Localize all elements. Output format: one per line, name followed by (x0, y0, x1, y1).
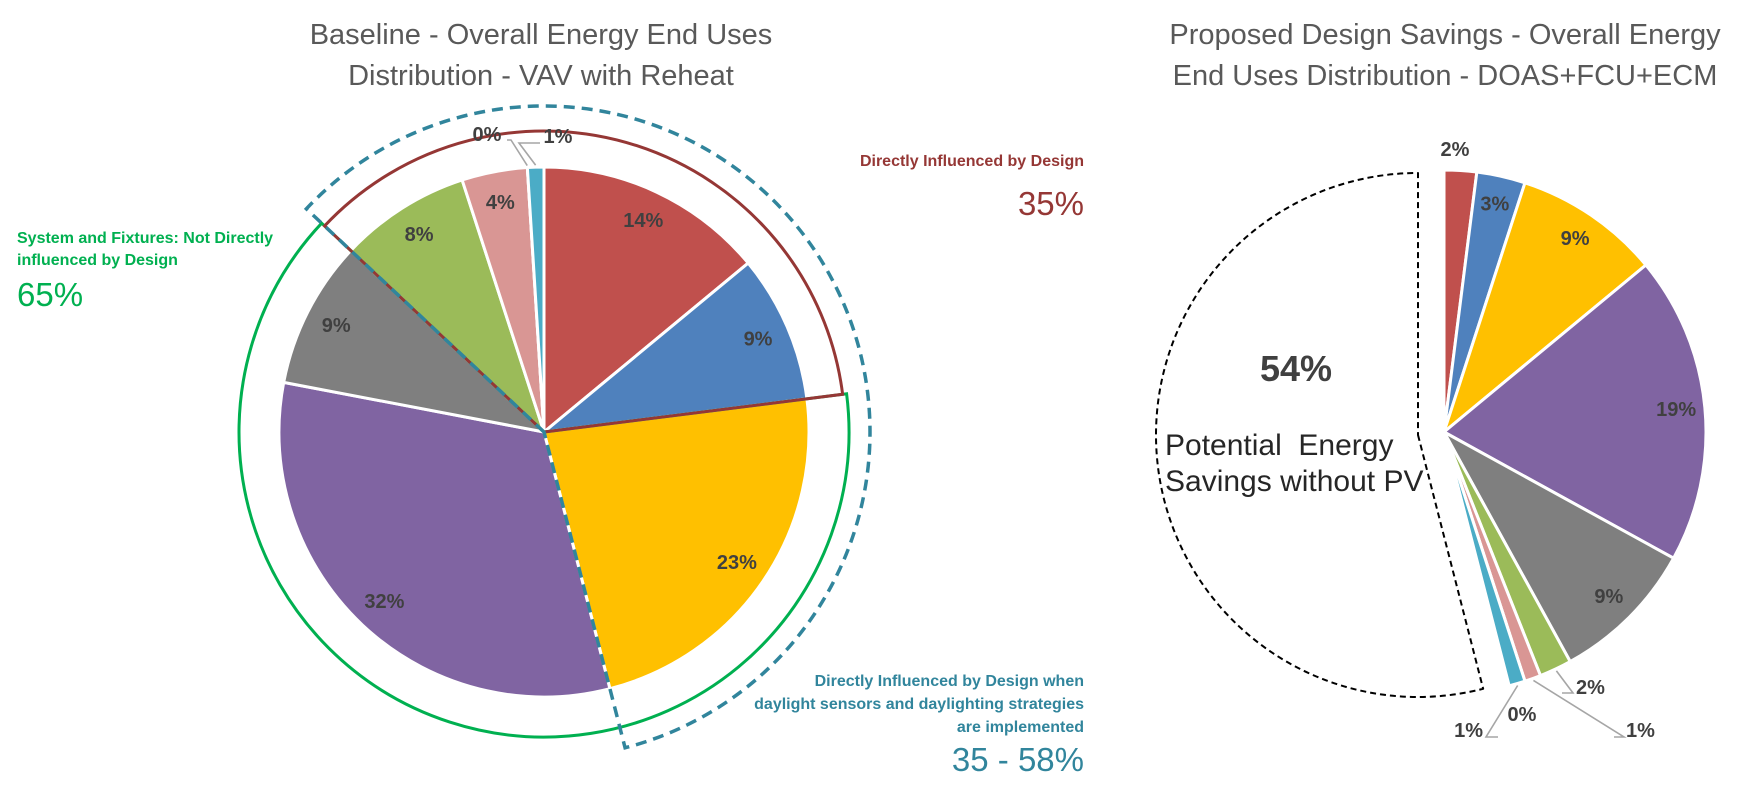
annotation-text: daylight sensors and daylighting strateg… (754, 696, 1084, 713)
annotation-text: are implemented (957, 719, 1084, 736)
data-label: 9% (1594, 586, 1623, 608)
data-label: 0% (473, 124, 502, 146)
data-label: 2% (1441, 139, 1470, 161)
data-label: 9% (1561, 228, 1590, 250)
data-label: 19% (1656, 399, 1696, 421)
annotation-value: 35 - 58% (952, 741, 1084, 778)
outline-daylighting (303, 104, 872, 750)
leader-line (1555, 670, 1575, 694)
outline-directly-influenced (322, 129, 845, 434)
pie-slice (349, 178, 546, 434)
annotation-text: System and Fixtures: Not Directly (17, 230, 273, 247)
leader-line (1484, 685, 1519, 738)
pie-slice (277, 380, 612, 699)
annotation-text: Directly Influenced by Design when (815, 673, 1084, 690)
data-label: 9% (744, 328, 773, 350)
data-label: 23% (717, 552, 757, 574)
annotation-daylighting: Directly Influenced by Design when dayli… (754, 673, 1084, 778)
annotation-text: influenced by Design (17, 252, 178, 269)
pie-slice (1442, 430, 1676, 664)
proposed-savings-pie-chart: Proposed Design Savings - Overall Energy… (1155, 19, 1721, 742)
outline-not-directly-influenced (237, 221, 851, 739)
leader-line (507, 139, 528, 166)
pie-slice-savings (1155, 172, 1485, 698)
data-label: 9% (322, 315, 351, 337)
data-labels: 14% 9% 23% 32% 9% 8% 4% 0% 1% (322, 124, 773, 613)
pie-slice (542, 165, 750, 434)
savings-percent: 54% (1260, 348, 1332, 389)
pie-slice (1442, 181, 1648, 434)
chart-title-line-1: Baseline - Overall Energy End Uses (310, 19, 773, 51)
pie-slice (1442, 430, 1527, 688)
leader-line (1533, 679, 1627, 738)
pie-slices (1155, 168, 1708, 698)
leader-line (517, 142, 540, 166)
annotation-value: 65% (17, 276, 83, 313)
data-label: 1% (1626, 720, 1655, 742)
data-label: 4% (486, 192, 515, 214)
data-labels: 2% 3% 9% 19% 9% 2% 1% 0% 1% (1441, 139, 1697, 742)
chart-title-line-2: Distribution - VAV with Reheat (348, 60, 734, 92)
savings-callout: 54% Potential Energy Savings without PV (1165, 348, 1423, 498)
data-label: 14% (623, 210, 663, 232)
annotation-outlines (237, 104, 872, 750)
data-label: 2% (1576, 677, 1605, 699)
data-label: 32% (364, 591, 404, 613)
pie-slice (542, 261, 809, 434)
annotation-value: 35% (1018, 185, 1084, 222)
chart-title-line-1: Proposed Design Savings - Overall Energy (1169, 19, 1721, 51)
pie-slice (1442, 263, 1708, 560)
annotation-text: Directly Influenced by Design (860, 153, 1084, 170)
data-label: 1% (1454, 720, 1483, 742)
baseline-pie-chart: Baseline - Overall Energy End Uses Distr… (17, 19, 1084, 778)
savings-text-line-1: Potential Energy (1165, 429, 1393, 462)
data-label: 0% (1508, 704, 1537, 726)
data-label: 8% (405, 224, 434, 246)
savings-text-line-2: Savings without PV (1165, 465, 1423, 498)
pie-slice (282, 249, 546, 434)
annotation-not-directly-influenced: System and Fixtures: Not Directly influe… (17, 230, 273, 313)
pie-slice (542, 397, 811, 691)
chart-title-line-2: End Uses Distribution - DOAS+FCU+ECM (1173, 60, 1718, 92)
pie-slice (525, 165, 546, 434)
data-label: 1% (544, 126, 573, 148)
annotation-directly-influenced: Directly Influenced by Design 35% (860, 153, 1084, 222)
pie-slices (277, 165, 811, 699)
data-label: 3% (1480, 193, 1509, 215)
